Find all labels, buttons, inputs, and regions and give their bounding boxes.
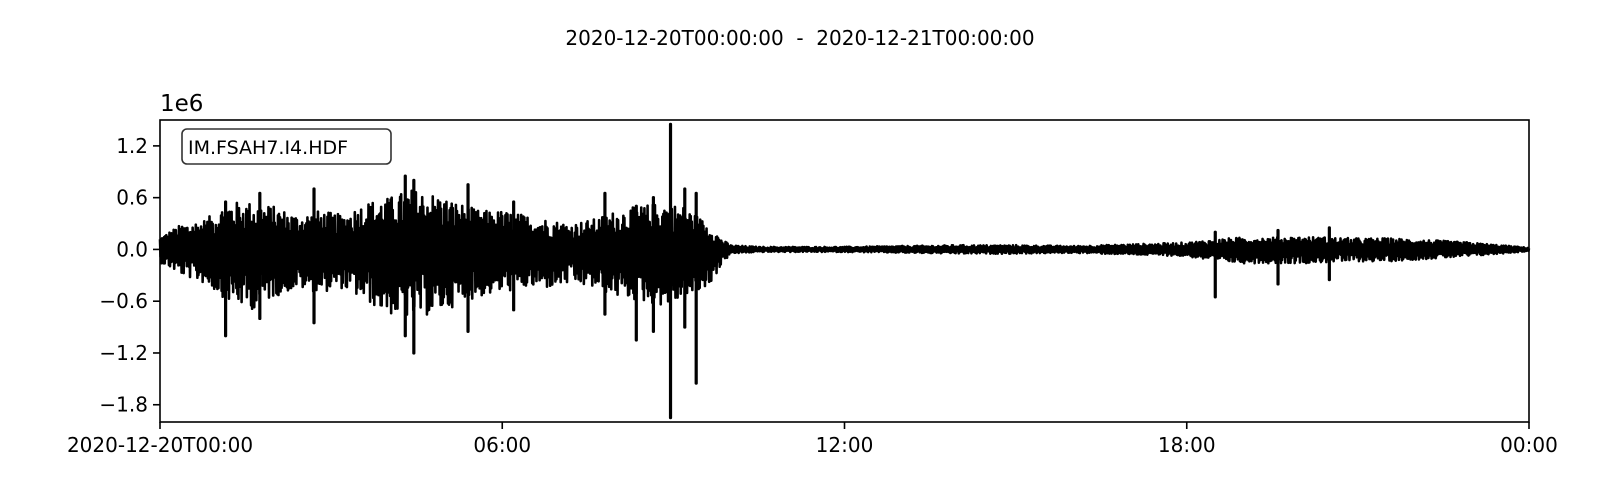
y-axis: 1.2 0.6 0.0 −0.6 −1.2 −1.8 xyxy=(99,134,160,417)
y-tick-label: −1.8 xyxy=(99,393,148,417)
x-tick-label: 18:00 xyxy=(1158,433,1216,457)
x-tick-label: 00:00 xyxy=(1500,433,1558,457)
x-axis: 2020-12-20T00:00 06:00 12:00 18:00 00:00 xyxy=(67,422,1558,457)
y-tick-label: 0.6 xyxy=(116,186,148,210)
x-tick-label: 06:00 xyxy=(473,433,531,457)
x-tick-label: 12:00 xyxy=(816,433,874,457)
legend-label: IM.FSAH7.I4.HDF xyxy=(188,137,348,159)
waveform-trace xyxy=(158,122,1531,420)
waveform-line xyxy=(158,189,1531,316)
y-offset-label: 1e6 xyxy=(160,91,203,117)
legend-box xyxy=(181,128,392,165)
legend: IM.FSAH7.I4.HDF xyxy=(181,128,392,165)
x-tick-label: 2020-12-20T00:00 xyxy=(67,433,253,457)
chart-title: 2020-12-20T00:00:00 - 2020-12-21T00:00:0… xyxy=(565,26,1035,50)
y-tick-label: 1.2 xyxy=(116,134,148,158)
y-tick-label: −1.2 xyxy=(99,341,148,365)
y-tick-label: −0.6 xyxy=(99,289,148,313)
y-tick-label: 0.0 xyxy=(116,237,148,261)
